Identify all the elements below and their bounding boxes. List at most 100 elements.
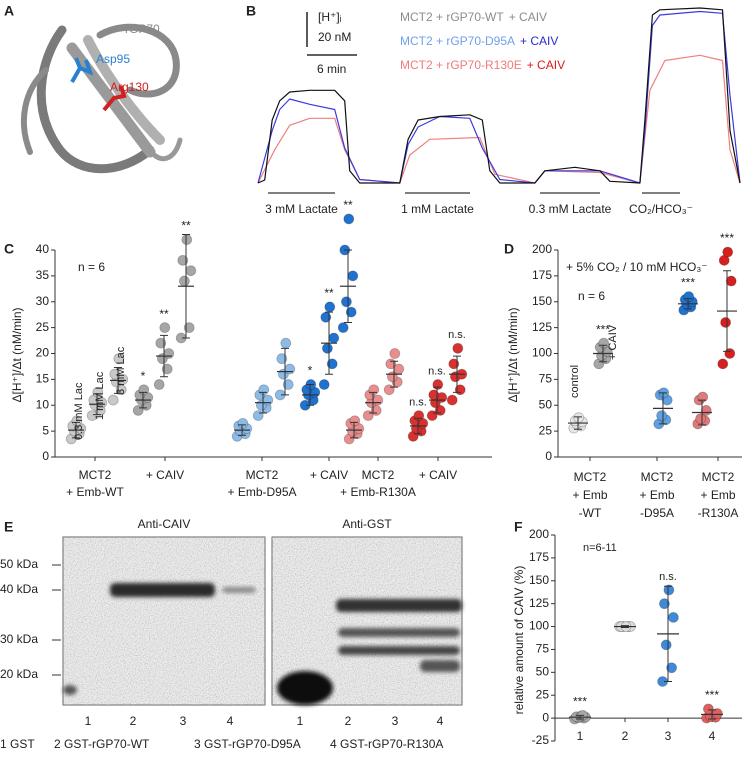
data-point (663, 584, 675, 596)
data-point (185, 265, 197, 277)
panel-letter: C (4, 241, 14, 257)
y-tick-label: 50 (536, 665, 550, 679)
x-tick-label: -WT (579, 506, 602, 520)
y-tick-label: 20 (36, 346, 50, 360)
y-tick-label: 75 (539, 372, 553, 386)
lane-legend: 1 GST (0, 737, 35, 751)
y-axis-label: Δ[H⁺]/Δt (nM/min) (10, 307, 24, 402)
x-tick-label: 3 (665, 729, 672, 743)
data-point (153, 379, 165, 390)
column-label: control (569, 365, 581, 398)
data-point (697, 391, 709, 403)
data-point (720, 317, 731, 328)
lane-legend: 3 GST-rGP70-D95A (194, 737, 301, 751)
y-tick-label: 10 (36, 397, 50, 411)
data-point (668, 612, 679, 623)
data-point (280, 337, 292, 349)
error-bar (160, 334, 168, 378)
significance: ** (324, 286, 334, 300)
column-label: 1 mM Lac (94, 371, 106, 420)
data-point (656, 410, 667, 422)
y-tick-label: 40 (36, 242, 50, 256)
application-label: 3 mM Lactate (265, 202, 338, 216)
data-point (138, 384, 150, 396)
ribbon (147, 137, 183, 162)
legend-suffix: + CAIV (520, 34, 558, 48)
data-point (318, 379, 330, 390)
data-point (724, 348, 736, 359)
x-tick-label: + Emb (700, 488, 735, 502)
data-point (113, 353, 125, 365)
x-tick-label: MCT2 (246, 468, 279, 482)
y-tick-label: 100 (529, 619, 549, 633)
y-axis-label: relative amount of CAIV (%) (512, 566, 526, 715)
data-point (92, 386, 104, 398)
significance: *** (596, 322, 610, 336)
residue-label: Asp95 (96, 52, 130, 66)
y-tick-label: 50 (539, 397, 553, 411)
data-point (446, 394, 458, 406)
data-point (107, 394, 119, 406)
error-bar (350, 421, 358, 439)
data-point (115, 384, 127, 396)
column-label: + CAIV (607, 324, 619, 360)
y-tick-label: 30 (36, 294, 50, 308)
data-point (452, 342, 464, 354)
y-tick-label: 25 (539, 423, 553, 437)
trace (257, 7, 741, 184)
y-tick-label: 150 (529, 573, 549, 587)
application-label: 1 mM Lactate (401, 202, 474, 216)
residue-label: Arg130 (110, 80, 149, 94)
error-bar (433, 386, 441, 414)
ribbon (21, 67, 49, 155)
data-point (660, 639, 672, 651)
x-tick-label: 4 (709, 729, 716, 743)
y-tick-label: 0 (545, 449, 552, 463)
error-bar (414, 417, 422, 435)
error-bar (72, 421, 80, 439)
band (110, 583, 215, 597)
marker-label: 40 kDa (0, 582, 38, 596)
lane-legend: 4 GST-rGP70-R130A (330, 737, 443, 751)
lane-number: 1 (85, 714, 92, 728)
y-tick-label: 125 (532, 320, 552, 334)
data-point (159, 322, 171, 334)
x-tick-label: + CAIV (419, 468, 457, 482)
significance: * (308, 364, 313, 378)
column-label: 3 mM Lac (115, 346, 127, 395)
x-tick-label: MCT2 (362, 468, 395, 482)
data-point (573, 412, 585, 424)
significance: *** (705, 688, 719, 702)
significance: n.s. (428, 365, 446, 377)
ribbon (96, 23, 180, 98)
scale-label: [H⁺]ᵢ (318, 10, 342, 24)
error-bar (344, 249, 352, 323)
y-tick-label: 125 (529, 596, 549, 610)
band (338, 628, 460, 637)
x-tick-label: MCT2 (641, 470, 674, 484)
error-bar (574, 416, 582, 430)
data-point (413, 410, 425, 422)
error-bar (453, 355, 461, 393)
x-tick-label: + Emb-WT (66, 485, 124, 499)
error-bar (325, 311, 333, 375)
ribbon (83, 35, 165, 145)
data-point (86, 410, 98, 422)
legend-suffix: + CAIV (527, 58, 565, 72)
y-tick-label: 15 (36, 372, 50, 386)
lane-number: 4 (437, 714, 444, 728)
residue-stick (70, 57, 94, 83)
data-point (700, 405, 712, 416)
data-point (448, 358, 460, 370)
band (222, 587, 256, 593)
y-tick-label: 0 (42, 449, 49, 463)
y-axis-label: Δ[H⁺]/Δt (nM/min) (506, 307, 520, 402)
error-bar (599, 344, 607, 363)
band (277, 671, 333, 705)
error-bar (114, 366, 122, 394)
lane-number: 3 (392, 714, 399, 728)
error-bar (723, 270, 731, 352)
panel-letter: F (514, 519, 523, 535)
panel-letter: D (504, 241, 514, 257)
